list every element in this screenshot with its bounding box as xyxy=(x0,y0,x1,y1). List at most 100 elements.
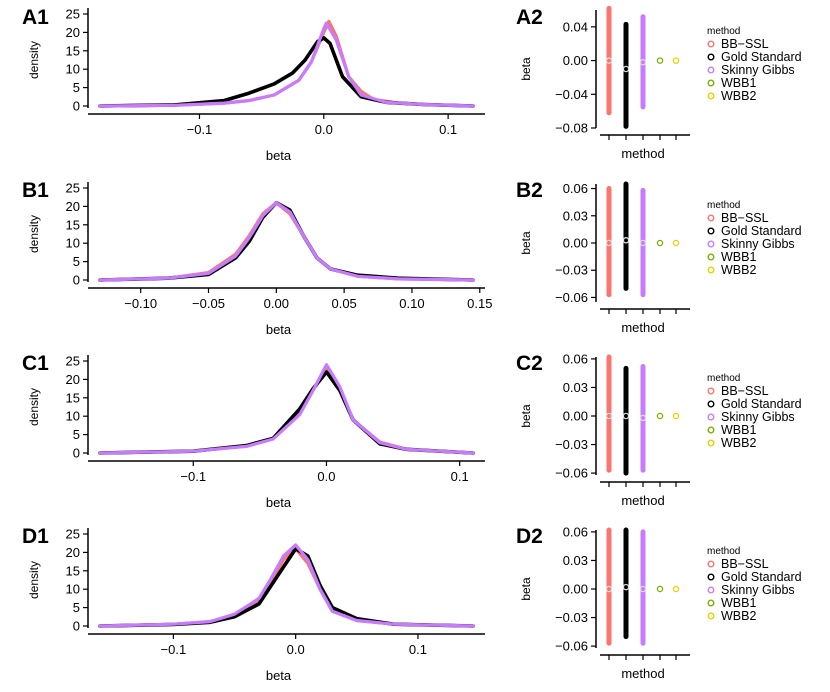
interval-y-tick-label-B1: −0.06 xyxy=(555,290,588,305)
density-x-tick-label-B1: 0.05 xyxy=(331,296,356,311)
density-y-tick-label-C1: 20 xyxy=(66,372,80,387)
density-x-tick-label-A1: 0.0 xyxy=(315,122,333,137)
interval-point-B1-4 xyxy=(672,239,680,247)
legend-key-2 xyxy=(707,66,715,74)
density-line-D1-skinny-gibbs xyxy=(98,543,475,628)
interval-point-D1-1 xyxy=(622,583,630,591)
interval-y-tick-label-D1: −0.06 xyxy=(555,639,588,654)
density-line-A1-skinny-gibbs xyxy=(98,21,475,108)
density-y-tick-label-C1: 10 xyxy=(66,409,80,424)
interval-y-tick-label-A1: −0.08 xyxy=(555,121,588,136)
legend-item-label: BB−SSL xyxy=(721,557,769,571)
density-x-tick-label-A1: −0.1 xyxy=(187,122,213,137)
density-y-tick-label-A1: 15 xyxy=(66,43,80,58)
legend-key-0 xyxy=(707,560,715,568)
legend-key-1 xyxy=(707,573,715,581)
interval-point-B1-1 xyxy=(622,237,630,244)
density-x-tick-label-B1: 0.15 xyxy=(467,296,492,311)
density-y-tick-label-B1: 15 xyxy=(66,217,80,232)
legend-item-label: Gold Standard xyxy=(721,50,802,64)
legend-item-label: WBB1 xyxy=(721,423,756,437)
density-line-C1-skinny-gibbs xyxy=(98,363,475,455)
interval-y-axis-title-D1: beta xyxy=(519,577,533,601)
interval-y-axis-title-C1: beta xyxy=(519,404,533,428)
density-y-tick-label-C1: 0 xyxy=(73,446,80,461)
interval-x-axis-title-A1: method xyxy=(621,146,664,161)
density-x-tick-label-B1: 0.10 xyxy=(399,296,424,311)
density-y-tick-label-B1: 20 xyxy=(66,199,80,214)
density-y-tick-label-C1: 5 xyxy=(73,427,80,442)
interval-y-tick-label-C1: −0.03 xyxy=(555,437,588,452)
legend-item-label: WBB2 xyxy=(721,436,756,450)
density-x-tick-label-B1: 0.00 xyxy=(264,296,289,311)
density-y-tick-label-B1: 5 xyxy=(73,254,80,269)
density-y-tick-label-A1: 10 xyxy=(66,62,80,77)
density-y-tick-label-D1: 0 xyxy=(73,619,80,634)
density-y-tick-label-D1: 15 xyxy=(66,563,80,578)
interval-point-C1-1 xyxy=(622,412,630,420)
legend-item-label: Skinny Gibbs xyxy=(721,410,795,424)
interval-y-axis-title-A1: beta xyxy=(519,57,533,81)
legend-item-label: WBB2 xyxy=(721,609,756,623)
density-x-axis-title-C1: beta xyxy=(266,495,292,510)
density-x-tick-label-C1: 0.0 xyxy=(317,469,335,484)
density-x-tick-label-B1: −0.10 xyxy=(124,296,157,311)
density-y-tick-label-C1: 15 xyxy=(66,390,80,405)
legend-key-0 xyxy=(707,387,715,395)
interval-y-tick-label-D1: −0.03 xyxy=(555,610,588,625)
legend-key-0 xyxy=(707,40,715,48)
interval-point-C1-0 xyxy=(605,412,613,420)
density-x-tick-label-A1: 0.1 xyxy=(439,122,457,137)
panel-label-B1: B1 xyxy=(22,179,49,202)
density-x-axis-title-D1: beta xyxy=(266,668,292,683)
legend-title: method xyxy=(707,26,740,37)
legend-item-label: BB−SSL xyxy=(721,211,769,225)
legend-key-4 xyxy=(707,92,715,100)
legend-key-3 xyxy=(707,426,715,434)
density-line-B1-gold-standard xyxy=(98,200,475,282)
legend-item-label: Skinny Gibbs xyxy=(721,237,795,251)
interval-y-tick-label-A1: −0.04 xyxy=(555,87,588,102)
panel-label-D1: D1 xyxy=(22,525,49,548)
density-y-tick-label-A1: 0 xyxy=(73,99,80,114)
legend-key-4 xyxy=(707,439,715,447)
interval-y-tick-label-D1: 0.06 xyxy=(563,524,588,539)
density-line-B1-skinny-gibbs xyxy=(98,201,475,282)
interval-y-axis-title-B1: beta xyxy=(519,231,533,255)
density-x-axis-title-B1: beta xyxy=(266,322,292,337)
legend-item-label: BB−SSL xyxy=(721,384,769,398)
interval-point-D1-3 xyxy=(656,585,664,593)
density-x-tick-label-D1: −0.1 xyxy=(161,642,187,657)
legend-key-0 xyxy=(707,214,715,222)
legend-item-label: WBB1 xyxy=(721,596,756,610)
interval-x-axis-title-C1: method xyxy=(621,493,664,508)
legend-title: method xyxy=(707,373,740,384)
density-y-tick-label-D1: 25 xyxy=(66,527,80,542)
legend-item-label: Skinny Gibbs xyxy=(721,583,795,597)
density-line-A1-gold-standard xyxy=(98,36,475,108)
legend-key-3 xyxy=(707,599,715,607)
legend-item-label: Gold Standard xyxy=(721,397,802,411)
interval-point-A1-0 xyxy=(605,57,613,64)
density-y-axis-title-B1: density xyxy=(27,215,41,253)
interval-y-tick-label-C1: 0.00 xyxy=(563,409,588,424)
interval-point-A1-2 xyxy=(639,59,647,66)
legend-key-1 xyxy=(707,227,715,235)
legend-key-4 xyxy=(707,266,715,274)
density-y-tick-label-D1: 20 xyxy=(66,545,80,560)
density-y-tick-label-B1: 10 xyxy=(66,236,80,251)
legend-key-3 xyxy=(707,253,715,261)
density-line-C1-gold-standard xyxy=(98,370,475,455)
density-y-tick-label-A1: 5 xyxy=(73,80,80,95)
density-y-axis-title-A1: density xyxy=(27,41,41,79)
panel-label-B2: B2 xyxy=(516,179,543,202)
legend-key-1 xyxy=(707,53,715,61)
interval-point-D1-0 xyxy=(605,585,613,593)
legend-key-2 xyxy=(707,413,715,421)
interval-point-B1-2 xyxy=(639,239,647,247)
density-x-axis-title-A1: beta xyxy=(266,148,292,163)
legend-key-2 xyxy=(707,240,715,248)
interval-y-tick-label-B1: 0.00 xyxy=(563,236,588,251)
interval-y-tick-label-B1: −0.03 xyxy=(555,263,588,278)
